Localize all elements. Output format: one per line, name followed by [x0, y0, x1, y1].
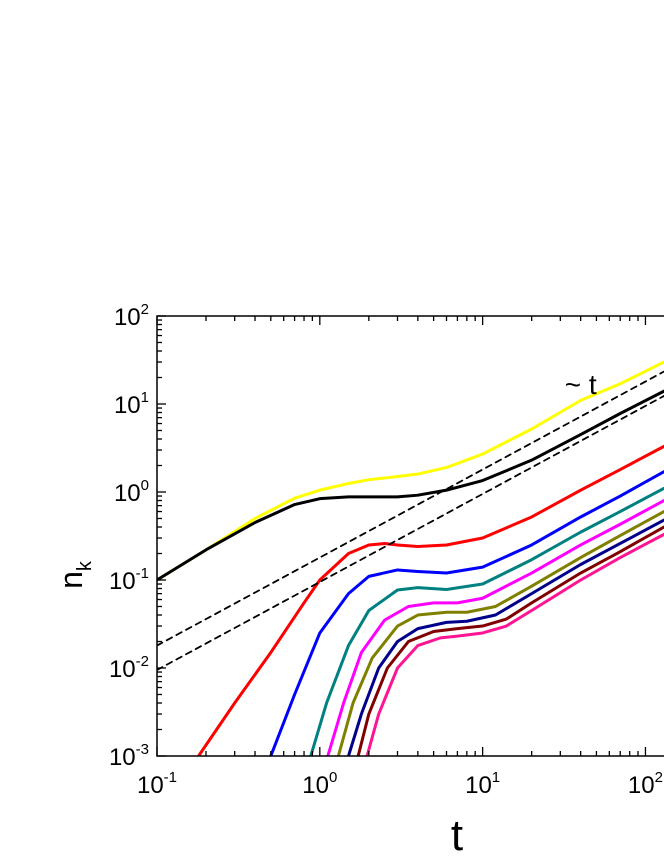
x-tick-label: 100	[302, 769, 337, 799]
series-line-6	[336, 510, 664, 756]
y-axis-label-main: n	[53, 571, 89, 589]
x-tick-label: 102	[628, 769, 663, 799]
series-line-4	[309, 486, 664, 756]
reference-line-11	[157, 395, 664, 671]
series-line-9	[365, 532, 664, 756]
series-line-7	[346, 518, 664, 756]
y-tick-label: 101	[114, 389, 149, 419]
y-axis-label-subscript: k	[74, 560, 96, 571]
reference-line-10	[157, 370, 664, 647]
series-layer	[157, 360, 664, 756]
x-axis-label: t	[451, 811, 463, 860]
x-tick-label: 10-1	[137, 769, 177, 799]
series-line-1	[157, 389, 664, 582]
y-tick-label: 102	[114, 301, 149, 331]
series-line-5	[326, 499, 664, 756]
series-line-0	[157, 360, 664, 582]
slope-annotation: ~ t	[565, 369, 597, 400]
y-tick-label: 10-2	[109, 653, 149, 683]
labels-layer: t nk ~ t 10-1 100 101 102 10-3 10-2 10-1 100 101…	[53, 301, 663, 860]
series-line-3	[269, 470, 664, 756]
svg-text:nk: nk	[53, 560, 96, 589]
axes-layer	[156, 315, 664, 757]
y-tick-label: 10-1	[109, 565, 149, 595]
y-tick-label: 10-3	[109, 741, 149, 771]
series-line-8	[356, 525, 664, 756]
plot-frame	[156, 315, 664, 757]
x-tick-label: 101	[465, 769, 500, 799]
y-tick-label: 100	[114, 477, 149, 507]
y-axis-label: nk	[53, 560, 96, 589]
